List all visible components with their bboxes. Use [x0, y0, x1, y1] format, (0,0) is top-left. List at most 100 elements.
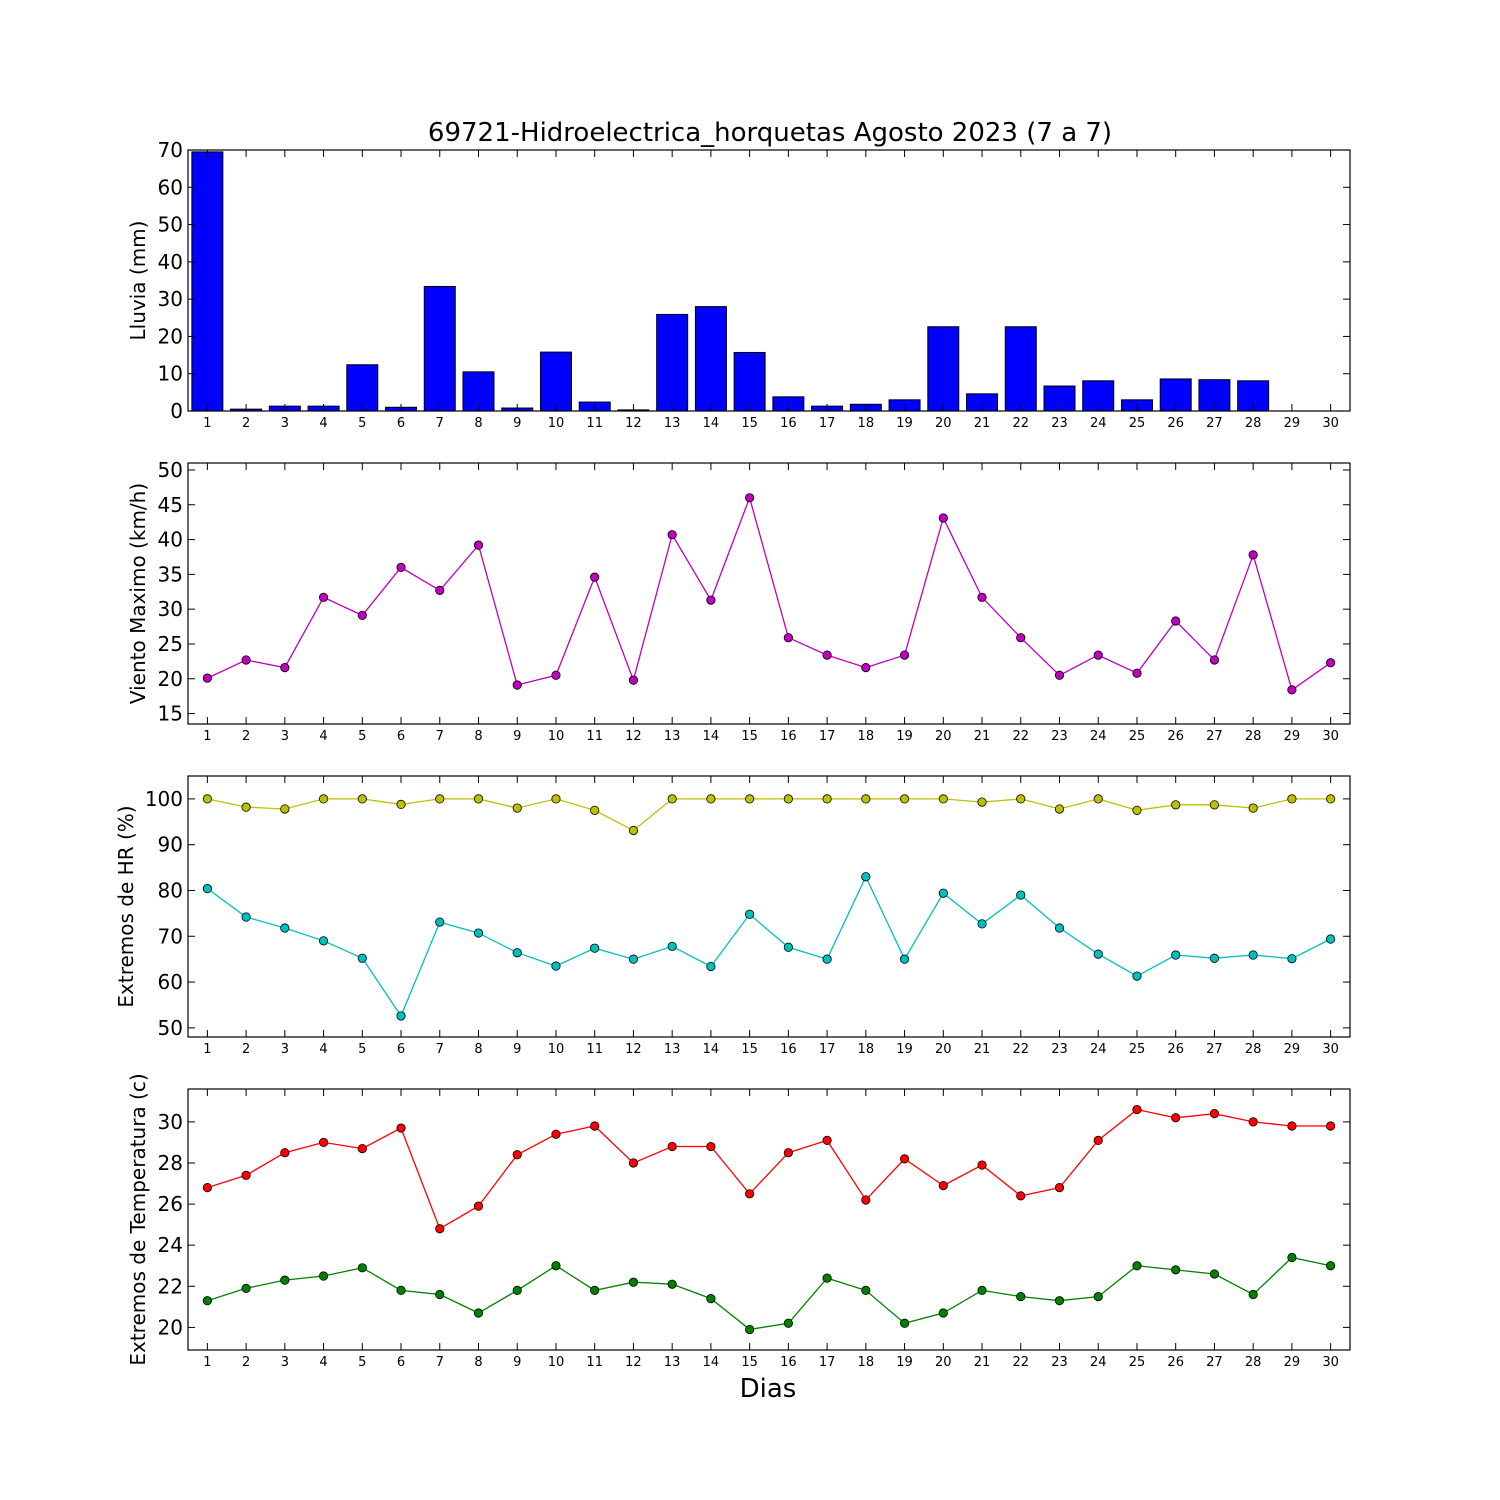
viento-ytick-label-45: 45 — [158, 493, 183, 517]
viento-xtick-label-18: 18 — [858, 729, 875, 744]
figure-title: 69721-Hidroelectrica_horquetas Agosto 20… — [428, 118, 1112, 148]
hr-xtick-label-6: 6 — [397, 1042, 405, 1057]
lluvia-bar-5 — [346, 364, 379, 412]
temperatura-series-0-point-30 — [1326, 1121, 1336, 1131]
temperatura-series-1-point-19 — [899, 1318, 910, 1328]
temperatura-series-1-point-9 — [512, 1285, 522, 1296]
hr-xtick-label-13: 13 — [664, 1042, 681, 1057]
viento-series-0-point-11 — [590, 572, 600, 582]
hr-series-0-point-11 — [590, 805, 600, 815]
temperatura-series-0-point-10 — [551, 1129, 561, 1139]
viento-series-0-point-28 — [1248, 550, 1258, 560]
temperatura-series-0-point-28 — [1248, 1117, 1258, 1127]
lluvia-bar-1 — [191, 151, 224, 412]
temperatura-series-1-point-21 — [977, 1285, 987, 1296]
temperatura-series-1-point-8 — [473, 1308, 484, 1318]
temperatura-xtick-label-27: 27 — [1206, 1355, 1223, 1370]
hr-xtick-label-25: 25 — [1129, 1042, 1146, 1057]
hr-xtick-label-27: 27 — [1206, 1042, 1223, 1057]
lluvia-ytick-label-70: 70 — [158, 138, 183, 162]
hr-series-1-point-8 — [473, 928, 484, 938]
hr-xtick-label-3: 3 — [281, 1042, 289, 1057]
hr-xtick-label-30: 30 — [1322, 1042, 1339, 1057]
temperatura-series-0-point-4 — [318, 1137, 329, 1148]
temperatura-series-0-point-14 — [706, 1141, 716, 1152]
lluvia-xtick-label-28: 28 — [1245, 416, 1262, 431]
temperatura-xtick-label-6: 6 — [397, 1355, 405, 1370]
lluvia-bar-10 — [539, 351, 572, 412]
temperatura-series-0-point-24 — [1093, 1135, 1103, 1145]
viento-xtick-label-28: 28 — [1245, 729, 1262, 744]
temperatura-xtick-label-23: 23 — [1051, 1355, 1068, 1370]
lluvia-xtick-label-17: 17 — [819, 416, 836, 431]
lluvia-bar-13 — [656, 313, 689, 412]
lluvia-xtick-label-8: 8 — [474, 416, 482, 431]
lluvia-xtick-label-7: 7 — [436, 416, 444, 431]
lluvia-xtick-label-9: 9 — [513, 416, 521, 431]
lluvia-xtick-label-19: 19 — [896, 416, 913, 431]
viento-series-0-point-23 — [1054, 670, 1065, 680]
lluvia-xtick-label-6: 6 — [397, 416, 405, 431]
hr-series-1-point-3 — [280, 923, 290, 933]
lluvia-xtick-label-16: 16 — [780, 416, 797, 431]
temperatura-xtick-label-25: 25 — [1129, 1355, 1146, 1370]
viento-series-0-point-2 — [241, 655, 251, 665]
hr-series-0-point-14 — [706, 794, 716, 804]
hr-series-0-point-10 — [551, 794, 561, 804]
hr-series-1-point-4 — [318, 936, 329, 946]
lluvia-xtick-label-29: 29 — [1284, 416, 1301, 431]
lluvia-xtick-label-15: 15 — [741, 416, 758, 431]
viento-series-0-point-18 — [861, 663, 871, 673]
viento-xtick-label-22: 22 — [1012, 729, 1029, 744]
lluvia-xtick-label-11: 11 — [586, 416, 603, 431]
hr-xtick-label-16: 16 — [780, 1042, 797, 1057]
lluvia-xtick-label-14: 14 — [703, 416, 720, 431]
temperatura-y-axis-label: Extremos de Temperatura (c) — [126, 1073, 150, 1365]
hr-xtick-label-22: 22 — [1012, 1042, 1029, 1057]
temperatura-series-1-point-12 — [628, 1277, 639, 1287]
temperatura-series-0-point-7 — [435, 1224, 445, 1234]
viento-xtick-label-8: 8 — [474, 729, 482, 744]
hr-series-0-point-16 — [783, 794, 793, 804]
viento-series-0-point-17 — [822, 650, 832, 660]
viento-xtick-label-19: 19 — [896, 729, 913, 744]
hr-series-1-point-28 — [1248, 950, 1258, 960]
hr-xtick-label-19: 19 — [896, 1042, 913, 1057]
temperatura-series-0-point-6 — [396, 1123, 406, 1133]
hr-series-0-point-26 — [1171, 800, 1181, 810]
temperatura-series-1-point-26 — [1171, 1265, 1181, 1275]
hr-series-0-point-13 — [667, 794, 677, 804]
hr-xtick-label-8: 8 — [474, 1042, 482, 1057]
lluvia-xtick-label-12: 12 — [625, 416, 642, 431]
temperatura-xtick-label-7: 7 — [436, 1355, 444, 1370]
temperatura-xtick-label-11: 11 — [586, 1355, 603, 1370]
temperatura-series-1-point-7 — [435, 1289, 445, 1300]
hr-xtick-label-26: 26 — [1167, 1042, 1184, 1057]
temperatura-xtick-label-8: 8 — [474, 1355, 482, 1370]
hr-xtick-label-18: 18 — [858, 1042, 875, 1057]
temperatura-xtick-label-29: 29 — [1284, 1355, 1301, 1370]
viento-xtick-label-21: 21 — [974, 729, 991, 744]
viento-xtick-label-26: 26 — [1167, 729, 1184, 744]
hr-ytick-label-90: 90 — [158, 833, 183, 857]
viento-series-0-point-19 — [899, 650, 910, 660]
temperatura-xtick-label-17: 17 — [819, 1355, 836, 1370]
viento-series-0-line — [207, 495, 1331, 691]
viento-series-0-point-16 — [783, 633, 793, 643]
temperatura-xtick-label-3: 3 — [281, 1355, 289, 1370]
temperatura-xtick-label-10: 10 — [548, 1355, 565, 1370]
hr-xtick-label-10: 10 — [548, 1042, 565, 1057]
hr-series-0-point-27 — [1209, 800, 1220, 810]
hr-series-1-point-19 — [899, 954, 910, 964]
viento-series-0-point-9 — [512, 680, 522, 690]
x-axis-label: Dias — [740, 1374, 797, 1404]
lluvia-bar-15 — [733, 351, 766, 412]
temperatura-series-0-point-15 — [745, 1189, 755, 1199]
temperatura-series-1-point-18 — [861, 1285, 871, 1296]
viento-xtick-label-16: 16 — [780, 729, 797, 744]
hr-series-0-point-4 — [318, 794, 329, 804]
